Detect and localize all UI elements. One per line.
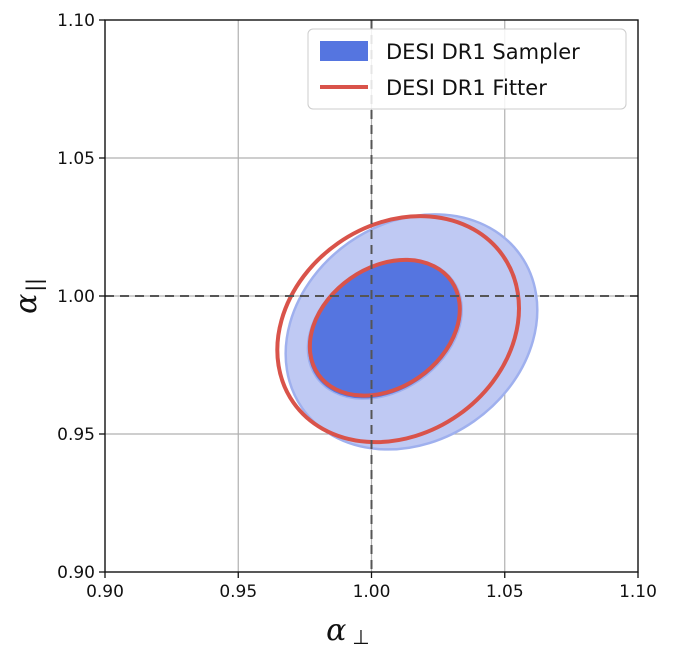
fitter-contour-95 <box>275 214 521 445</box>
legend-label-sampler: DESI DR1 Sampler <box>386 40 580 64</box>
legend-box <box>307 28 627 110</box>
reference-lines <box>105 20 638 572</box>
y-axis-label-sub: || <box>22 278 46 291</box>
y-tick-label: 1.10 <box>57 11 95 31</box>
tick-layer: 0.90 0.95 1.00 1.05 1.10 0.90 0.95 1.00 1.05 1.10 <box>57 11 657 602</box>
y-axis-label: α || <box>9 278 46 314</box>
y-tick-label: 1.05 <box>57 149 95 169</box>
x-axis-label: α ⊥ <box>326 613 370 649</box>
contour-layer <box>275 213 539 451</box>
legend-swatch-sampler <box>320 41 368 61</box>
x-tick-label: 1.00 <box>353 582 391 602</box>
x-tick-label: 0.90 <box>86 582 124 602</box>
x-tick-label: 1.05 <box>486 582 524 602</box>
fitter-contour-68 <box>307 257 462 398</box>
x-tick-label: 0.95 <box>219 582 257 602</box>
legend-label-fitter: DESI DR1 Fitter <box>386 76 547 100</box>
x-tick-label: 1.10 <box>619 582 657 602</box>
legend: DESI DR1 Sampler DESI DR1 Fitter <box>307 28 627 110</box>
y-tick-label: 0.95 <box>57 425 95 445</box>
y-tick-label: 1.00 <box>57 287 95 307</box>
y-tick-label: 0.90 <box>57 563 95 583</box>
x-axis-label-sub: ⊥ <box>352 625 369 649</box>
y-axis-label-main: α <box>9 294 44 314</box>
x-axis-label-main: α <box>326 613 346 648</box>
